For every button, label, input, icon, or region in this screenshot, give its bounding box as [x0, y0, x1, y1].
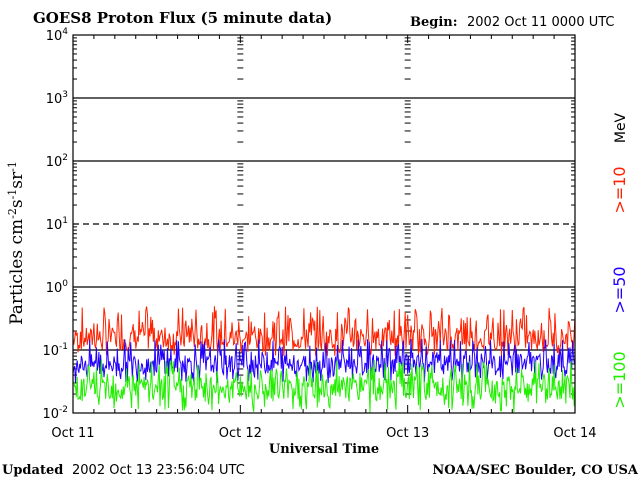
y-axis-label: Particles cm-2s-1sr-1 — [6, 161, 28, 325]
y-tick-label-6: 104 — [46, 27, 69, 44]
series-line-0 — [72, 306, 576, 357]
series-line-1 — [72, 338, 576, 383]
plot-area: 10-2 10-1 100 101 102 103 104 Oct 11 Oct 12 Oct 1… — [42, 27, 596, 441]
begin-value: 2002 Oct 11 0000 UTC — [467, 15, 615, 30]
y-tick-label-3: 101 — [46, 216, 68, 233]
legend-unit-label: MeV — [613, 112, 629, 143]
legend: MeV >=10 >=50 >=100 — [610, 112, 629, 408]
x-tick-label-3: Oct 14 — [553, 426, 596, 441]
plot-frame — [72, 34, 576, 414]
begin-label: Begin: — [410, 15, 458, 30]
y-tick-label-1: 10-1 — [42, 342, 68, 359]
x-tick-label-0: Oct 11 — [51, 426, 94, 441]
chart-title: GOES8 Proton Flux (5 minute data) — [33, 9, 332, 27]
y-tick-label-2: 100 — [46, 279, 69, 296]
y-tick-label-5: 103 — [46, 90, 68, 107]
y-tick-label-0: 10-2 — [42, 405, 68, 422]
legend-item-1: >=50 — [610, 266, 629, 313]
series-line-2 — [72, 359, 576, 413]
updated-label: Updated — [2, 463, 63, 478]
legend-item-0: >=10 — [610, 166, 629, 213]
credit-text: NOAA/SEC Boulder, CO USA — [432, 463, 639, 478]
legend-item-2: >=100 — [610, 351, 629, 408]
x-tick-label-2: Oct 13 — [386, 426, 429, 441]
x-tick-label-1: Oct 12 — [219, 426, 262, 441]
updated-value: 2002 Oct 13 23:56:04 UTC — [72, 463, 245, 478]
y-tick-label-4: 102 — [46, 153, 68, 170]
x-axis-label: Universal Time — [269, 442, 379, 457]
